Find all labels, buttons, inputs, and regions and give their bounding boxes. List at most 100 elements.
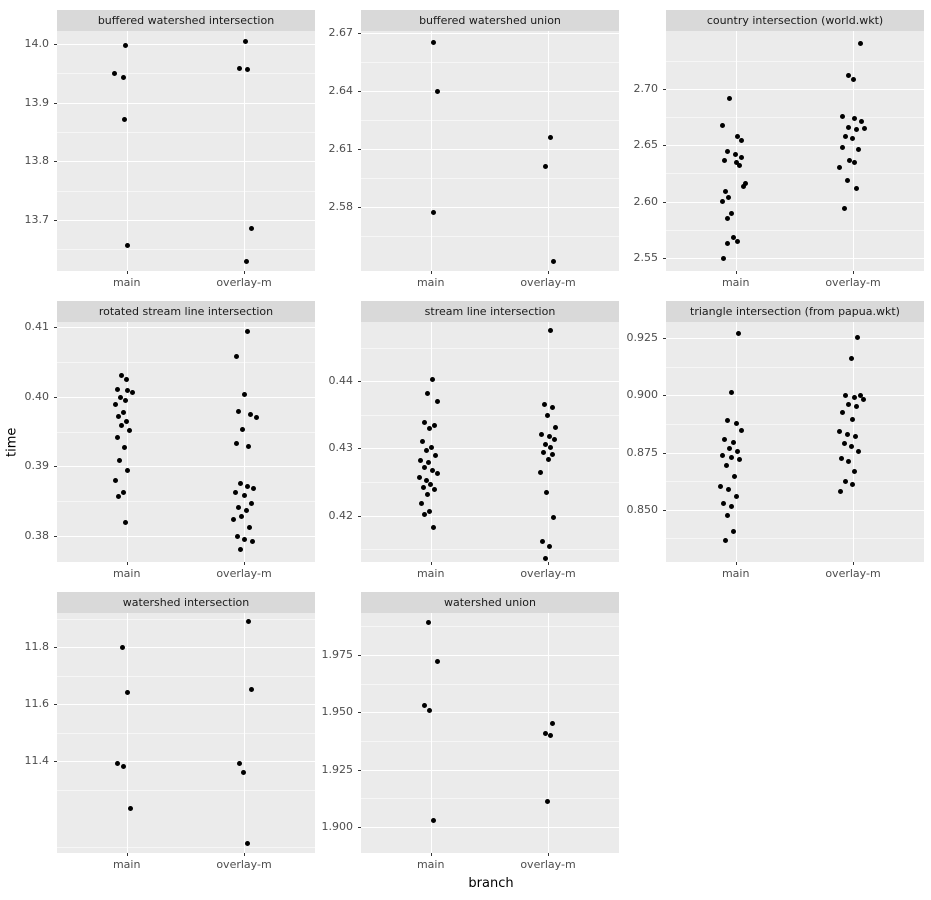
facet-panel [57, 322, 315, 562]
data-point [726, 487, 732, 493]
x-tick-mark [548, 853, 549, 856]
data-point [723, 188, 729, 194]
data-point [130, 390, 136, 395]
gridline-minor [57, 73, 315, 75]
gridline-minor [666, 61, 924, 63]
data-point [124, 377, 130, 383]
gridline-minor [57, 249, 315, 251]
data-point [120, 644, 126, 650]
y-tick-mark [358, 655, 361, 656]
y-tick-label: 0.43 [328, 441, 354, 455]
gridline-major [57, 704, 315, 706]
gridline-major [361, 515, 619, 517]
data-point [849, 416, 855, 422]
data-point [721, 501, 727, 507]
gridline-major [361, 381, 619, 383]
data-point [839, 410, 845, 415]
data-point [734, 494, 740, 500]
y-tick-mark [358, 827, 361, 829]
data-point [542, 164, 548, 169]
y-tick-mark [54, 466, 57, 468]
y-axis-title: time [4, 427, 20, 457]
data-point [845, 459, 851, 464]
data-point [844, 431, 850, 437]
facet-strip: watershed intersection [57, 592, 315, 613]
data-point [112, 71, 118, 77]
gridline-major [57, 761, 315, 762]
data-point [725, 418, 731, 423]
data-point [542, 556, 548, 562]
data-point [118, 394, 124, 400]
data-point [849, 482, 855, 488]
facet-title: country intersection (world.wkt) [706, 14, 884, 27]
data-point [837, 489, 843, 495]
y-tick-mark [358, 207, 361, 209]
gridline-minor [361, 683, 619, 685]
facet-title: buffered watershed intersection [97, 14, 275, 27]
facet-strip: country intersection (world.wkt) [666, 10, 924, 31]
data-point [248, 226, 254, 232]
data-point [428, 482, 434, 488]
data-point [232, 489, 238, 495]
data-point [422, 511, 428, 517]
gridline-major [57, 466, 315, 468]
facet-strip: stream line intersection [361, 301, 619, 322]
gridline-minor [361, 62, 619, 63]
y-tick-label: 0.40 [24, 389, 50, 403]
data-point [426, 460, 432, 465]
data-point [121, 764, 127, 770]
gridline-vertical [735, 31, 737, 271]
y-tick-label: 1.925 [321, 762, 354, 776]
data-point [432, 423, 438, 428]
y-tick-mark [54, 647, 57, 649]
data-point [552, 425, 558, 430]
data-point [857, 40, 863, 46]
data-point [124, 419, 130, 425]
x-tick-mark [244, 271, 245, 274]
data-point [435, 398, 441, 404]
data-point [422, 703, 428, 708]
data-point [551, 437, 557, 443]
gridline-minor [57, 131, 315, 133]
data-point [230, 516, 236, 522]
data-point [841, 441, 847, 447]
data-point [435, 470, 441, 476]
y-tick-mark [358, 515, 361, 517]
data-point [721, 256, 727, 262]
data-point [540, 449, 546, 455]
data-point [116, 414, 122, 420]
y-tick-mark [54, 161, 57, 163]
gridline-vertical [548, 31, 549, 271]
data-point [121, 75, 127, 81]
data-point [718, 484, 724, 490]
data-point [539, 539, 545, 545]
data-point [121, 489, 127, 495]
data-point [125, 468, 131, 474]
data-point [547, 445, 553, 451]
gridline-major [361, 712, 619, 714]
data-point [844, 177, 850, 183]
y-tick-label: 0.850 [626, 502, 659, 516]
facet-strip: buffered watershed intersection [57, 10, 315, 31]
data-point [547, 135, 553, 140]
x-tick-mark [853, 271, 854, 274]
y-tick-label: 13.8 [24, 154, 50, 168]
data-point [420, 439, 426, 445]
data-point [236, 65, 242, 71]
data-point [854, 334, 860, 340]
y-tick-label: 0.38 [24, 529, 50, 543]
data-point [733, 151, 739, 157]
data-point [431, 817, 437, 823]
y-tick-mark [663, 338, 666, 339]
data-point [240, 769, 246, 775]
gridline-major [666, 509, 924, 511]
gridline-vertical [126, 322, 128, 562]
y-tick-mark [54, 396, 57, 398]
data-point [425, 492, 431, 498]
data-point [243, 507, 249, 513]
data-point [743, 181, 749, 186]
x-tick-mark [430, 562, 432, 565]
data-point [241, 492, 247, 498]
data-point [243, 259, 249, 265]
